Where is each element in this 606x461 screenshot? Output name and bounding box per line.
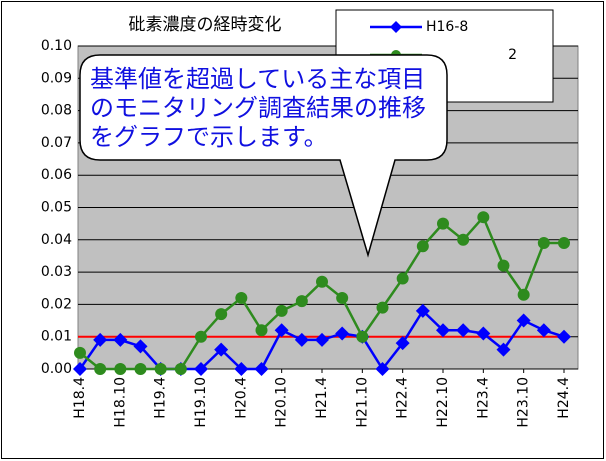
data-point xyxy=(234,362,249,376)
data-point xyxy=(113,332,128,347)
data-point xyxy=(557,329,571,344)
y-tick-label: 0.06 xyxy=(41,167,72,183)
y-tick-label: 0.08 xyxy=(41,103,72,119)
data-point xyxy=(174,363,187,375)
data-point xyxy=(497,259,510,272)
data-point xyxy=(395,336,410,351)
y-tick-label: 0.00 xyxy=(41,361,72,377)
data-point xyxy=(336,291,349,304)
callout-bubble xyxy=(79,54,448,258)
data-point xyxy=(194,362,208,376)
data-point xyxy=(496,342,511,357)
data-point xyxy=(456,323,471,338)
data-point xyxy=(274,323,289,338)
legend-label: 2 xyxy=(508,47,517,63)
data-point xyxy=(74,346,86,359)
legend-marker xyxy=(390,21,402,33)
data-point xyxy=(295,295,308,308)
data-point xyxy=(376,301,389,314)
data-point xyxy=(275,304,288,317)
x-tick-label: H18.4 xyxy=(72,377,88,419)
data-point xyxy=(114,363,127,375)
data-point xyxy=(133,339,148,354)
data-point xyxy=(154,363,167,375)
data-point xyxy=(415,303,430,318)
x-tick-label: H19.4 xyxy=(153,377,169,419)
legend-label: H16-8 xyxy=(426,19,468,35)
data-point xyxy=(356,330,369,343)
x-tick-label: H23.4 xyxy=(475,377,491,419)
data-point xyxy=(316,275,328,288)
data-point xyxy=(536,323,551,338)
y-tick-label: 0.09 xyxy=(41,70,72,86)
callout-text: をグラフで示します。 xyxy=(90,123,328,151)
x-tick-label: H21.4 xyxy=(314,377,330,419)
chart-title: 砒素濃度の経時変化 xyxy=(129,15,282,35)
x-tick-label: H20.10 xyxy=(274,377,290,428)
x-tick-label: H21.10 xyxy=(354,377,370,428)
data-point xyxy=(436,323,450,338)
data-point xyxy=(537,237,550,250)
data-point xyxy=(255,324,268,337)
data-point xyxy=(195,330,207,343)
x-tick-label: H19.10 xyxy=(193,377,209,428)
data-point xyxy=(396,272,409,285)
data-point xyxy=(235,291,248,304)
data-point xyxy=(375,362,390,376)
data-point xyxy=(517,288,530,301)
y-tick-label: 0.05 xyxy=(41,200,72,216)
data-point xyxy=(94,363,107,375)
callout-text: のモニタリング調査結果の推移 xyxy=(90,94,426,122)
y-tick-label: 0.02 xyxy=(41,296,72,312)
data-point xyxy=(215,308,228,321)
data-point xyxy=(558,237,570,250)
x-tick-label: H23.10 xyxy=(516,377,532,428)
callout-text: 基準値を超過している主な項目 xyxy=(90,65,425,93)
data-point xyxy=(476,326,491,341)
data-point xyxy=(294,332,309,347)
y-tick-label: 0.07 xyxy=(41,135,72,151)
data-point xyxy=(93,332,108,347)
x-tick-label: H22.4 xyxy=(395,377,411,419)
data-point xyxy=(416,240,429,253)
data-point xyxy=(477,211,490,224)
y-tick-label: 0.01 xyxy=(41,329,72,345)
y-tick-label: 0.03 xyxy=(41,264,72,280)
x-tick-label: H20.4 xyxy=(233,377,249,419)
data-point xyxy=(214,342,229,357)
data-point xyxy=(254,362,269,376)
x-tick-label: H24.4 xyxy=(556,377,572,419)
data-point xyxy=(73,362,87,376)
data-point xyxy=(516,313,531,328)
data-point xyxy=(134,363,147,375)
data-point xyxy=(437,217,449,230)
x-tick-label: H22.10 xyxy=(435,377,451,428)
data-point xyxy=(335,326,350,341)
x-tick-label: H18.10 xyxy=(112,377,128,428)
y-tick-label: 0.04 xyxy=(41,232,72,248)
data-point xyxy=(315,332,329,347)
y-tick-label: 0.10 xyxy=(41,38,72,54)
data-point xyxy=(457,233,470,246)
